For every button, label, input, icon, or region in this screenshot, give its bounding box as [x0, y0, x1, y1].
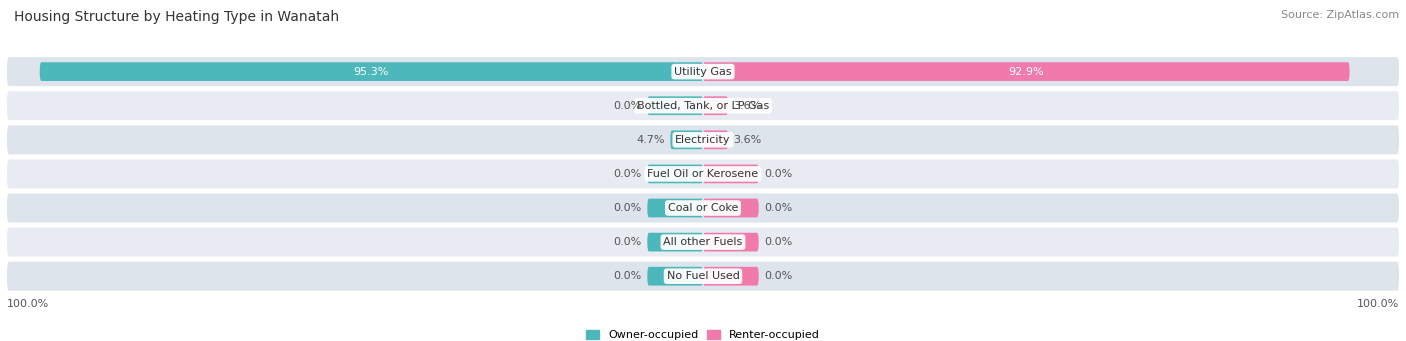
FancyBboxPatch shape: [7, 194, 1399, 223]
Text: No Fuel Used: No Fuel Used: [666, 271, 740, 281]
Text: 100.0%: 100.0%: [1357, 299, 1399, 309]
Text: 3.6%: 3.6%: [734, 135, 762, 145]
Text: Source: ZipAtlas.com: Source: ZipAtlas.com: [1281, 10, 1399, 20]
Text: Bottled, Tank, or LP Gas: Bottled, Tank, or LP Gas: [637, 101, 769, 111]
Text: 0.0%: 0.0%: [765, 169, 793, 179]
FancyBboxPatch shape: [7, 160, 1399, 189]
FancyBboxPatch shape: [703, 165, 759, 183]
FancyBboxPatch shape: [7, 125, 1399, 154]
Text: 0.0%: 0.0%: [613, 271, 641, 281]
Text: 0.0%: 0.0%: [613, 169, 641, 179]
Text: 0.0%: 0.0%: [613, 237, 641, 247]
FancyBboxPatch shape: [7, 262, 1399, 291]
Text: Utility Gas: Utility Gas: [675, 66, 731, 77]
Text: Fuel Oil or Kerosene: Fuel Oil or Kerosene: [647, 169, 759, 179]
FancyBboxPatch shape: [671, 131, 703, 149]
Text: 100.0%: 100.0%: [7, 299, 49, 309]
FancyBboxPatch shape: [703, 233, 759, 252]
FancyBboxPatch shape: [647, 97, 703, 115]
FancyBboxPatch shape: [647, 267, 703, 286]
Text: 0.0%: 0.0%: [765, 203, 793, 213]
Legend: Owner-occupied, Renter-occupied: Owner-occupied, Renter-occupied: [586, 329, 820, 340]
Text: 3.6%: 3.6%: [734, 101, 762, 111]
FancyBboxPatch shape: [647, 233, 703, 252]
FancyBboxPatch shape: [7, 57, 1399, 86]
FancyBboxPatch shape: [7, 91, 1399, 120]
Text: 4.7%: 4.7%: [637, 135, 665, 145]
Text: 92.9%: 92.9%: [1008, 66, 1045, 77]
FancyBboxPatch shape: [703, 97, 728, 115]
Text: All other Fuels: All other Fuels: [664, 237, 742, 247]
Text: Electricity: Electricity: [675, 135, 731, 145]
Text: 0.0%: 0.0%: [613, 203, 641, 213]
FancyBboxPatch shape: [703, 62, 1350, 81]
Text: 0.0%: 0.0%: [613, 101, 641, 111]
FancyBboxPatch shape: [647, 165, 703, 183]
FancyBboxPatch shape: [703, 198, 759, 218]
FancyBboxPatch shape: [7, 228, 1399, 257]
Text: Coal or Coke: Coal or Coke: [668, 203, 738, 213]
FancyBboxPatch shape: [703, 267, 759, 286]
FancyBboxPatch shape: [647, 198, 703, 218]
FancyBboxPatch shape: [39, 62, 703, 81]
Text: 0.0%: 0.0%: [765, 237, 793, 247]
FancyBboxPatch shape: [703, 131, 728, 149]
Text: Housing Structure by Heating Type in Wanatah: Housing Structure by Heating Type in Wan…: [14, 10, 339, 24]
Text: 0.0%: 0.0%: [765, 271, 793, 281]
Text: 95.3%: 95.3%: [354, 66, 389, 77]
